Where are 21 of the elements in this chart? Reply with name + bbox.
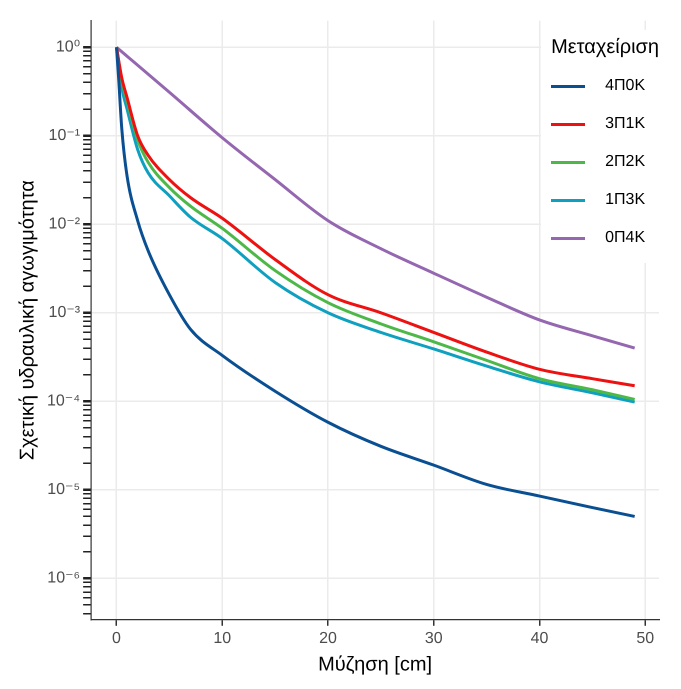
y-tick-label: 10⁻¹: [48, 127, 80, 144]
legend-label: 2Π2K: [605, 153, 646, 171]
y-tick-label: 10⁻²: [48, 216, 81, 233]
legend-label: 1Π3K: [605, 191, 646, 209]
y-tick-label: 10⁻⁵: [47, 481, 80, 498]
legend-title: Μεταχείριση: [551, 36, 659, 59]
y-tick-label: 10⁻⁶: [47, 570, 80, 587]
x-tick-label: 20: [319, 630, 337, 647]
x-tick-label: 10: [213, 630, 232, 647]
y-tick-label: 10⁻³: [48, 304, 81, 322]
y-tick-label: 10⁻⁴: [46, 392, 80, 410]
x-tick-label: 0: [112, 630, 122, 647]
x-tick-label: 30: [424, 630, 443, 647]
x-tick-label: 50: [636, 630, 654, 647]
x-axis-title: Μύζηση [cm]: [318, 654, 432, 676]
x-tick-label: 40: [530, 630, 548, 647]
legend-label: 4Π0K: [605, 77, 646, 95]
y-tick-label: 10⁰: [56, 38, 80, 56]
legend-label: 0Π4K: [605, 229, 646, 247]
legend-label: 3Π1K: [605, 115, 646, 133]
y-axis-title: Σχετική υδραυλική αγωγιμότητα: [16, 180, 39, 460]
